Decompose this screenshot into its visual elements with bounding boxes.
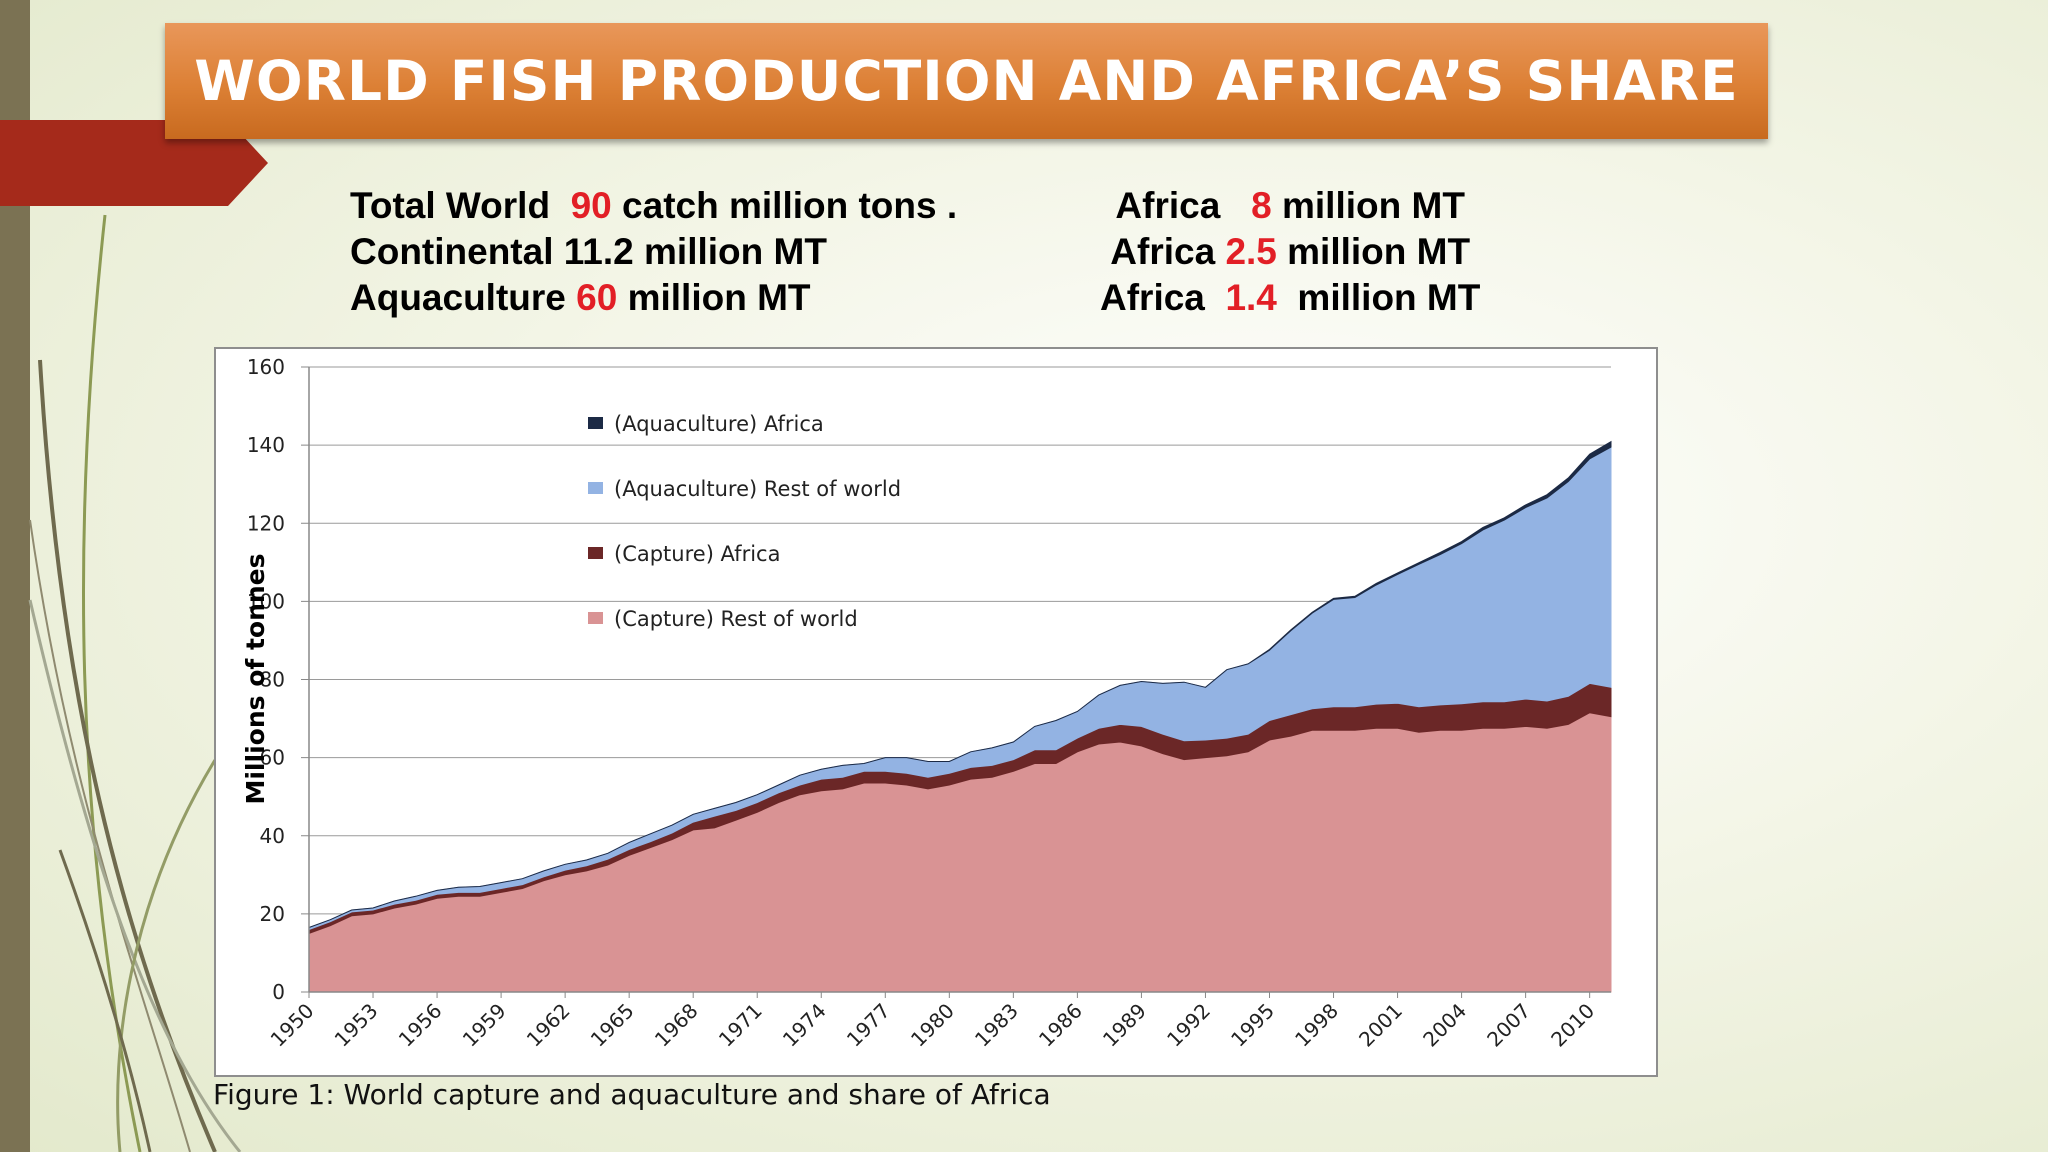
x-tick-label: 1998 [1290, 999, 1343, 1052]
legend-swatch [588, 547, 603, 559]
x-tick-label: 1986 [1034, 999, 1087, 1052]
x-tick-label: 1980 [906, 999, 959, 1052]
red-arrow-tab [0, 120, 268, 206]
legend-swatch [588, 417, 603, 429]
stat-africa-catch: Africa 8 million MT [1115, 185, 1465, 226]
area-series-0 [308, 712, 1612, 993]
y-tick-label: 0 [272, 980, 285, 1004]
y-tick-label: 60 [260, 746, 285, 770]
y-tick-label: 140 [247, 433, 285, 457]
x-tick-label: 2004 [1418, 999, 1471, 1052]
x-tick-label: 1992 [1162, 999, 1215, 1052]
legend-label: (Capture) Africa [614, 542, 780, 566]
stat-africa-aquaculture: Africa 1.4 million MT [1100, 277, 1481, 318]
x-tick-label: 1962 [522, 999, 575, 1052]
stat-continental: Continental 11.2 million MT [350, 231, 827, 272]
y-tick-label: 20 [260, 902, 285, 926]
x-tick-label: 1971 [714, 999, 767, 1052]
legend-swatch [588, 482, 603, 494]
x-tick-label: 1989 [1098, 999, 1151, 1052]
legend-label: (Capture) Rest of world [614, 607, 858, 631]
stat-africa-continental: Africa 2.5 million MT [1110, 231, 1471, 272]
chart-frame: 0 20 40 60 80 100 120 140 160 1950 1953 1956 1959 196… [214, 347, 1658, 1077]
x-tick-label: 2001 [1354, 999, 1407, 1052]
x-tick-label: 1968 [650, 999, 703, 1052]
x-tick-label: 1983 [970, 999, 1023, 1052]
x-tick-label: 1965 [586, 999, 639, 1052]
title-banner: WORLD FISH PRODUCTION AND AFRICA’S SHARE [165, 23, 1768, 139]
stat-total-world: Total World 90 catch million tons . [350, 185, 958, 226]
legend-swatch [588, 612, 603, 624]
x-tick-label: 2007 [1482, 999, 1535, 1052]
stat-aquaculture: Aquaculture 60 million MT [350, 277, 811, 318]
legend-label: (Aquaculture) Rest of world [614, 477, 901, 501]
area-series-3 [308, 440, 1612, 928]
y-axis-title: Millions of tonnes [241, 553, 270, 804]
x-tick-label: 1950 [266, 999, 319, 1052]
y-tick-label: 40 [260, 824, 285, 848]
stats-right-block: Africa 8 million MT Africa 2.5 million M… [1100, 183, 1480, 321]
y-tick-label: 100 [247, 589, 285, 613]
legend-label: (Aquaculture) Africa [614, 412, 824, 436]
x-tick-label: 1953 [330, 999, 383, 1052]
y-tick-label: 80 [260, 668, 285, 692]
y-tick-label: 120 [247, 511, 285, 535]
x-tick-label: 2010 [1546, 999, 1599, 1052]
x-tick-label: 1956 [394, 999, 447, 1052]
x-tick-label: 1959 [458, 999, 511, 1052]
figure-caption: Figure 1: World capture and aquaculture … [213, 1078, 1051, 1111]
slide-title: WORLD FISH PRODUCTION AND AFRICA’S SHARE [194, 49, 1739, 113]
x-tick-label: 1977 [842, 999, 895, 1052]
x-tick-label: 1974 [778, 999, 831, 1052]
decorative-stems [28, 214, 242, 1152]
stats-left-block: Total World 90 catch million tons . Cont… [350, 183, 957, 321]
x-tick-label: 1995 [1226, 999, 1279, 1052]
y-tick-label: 160 [247, 355, 285, 379]
